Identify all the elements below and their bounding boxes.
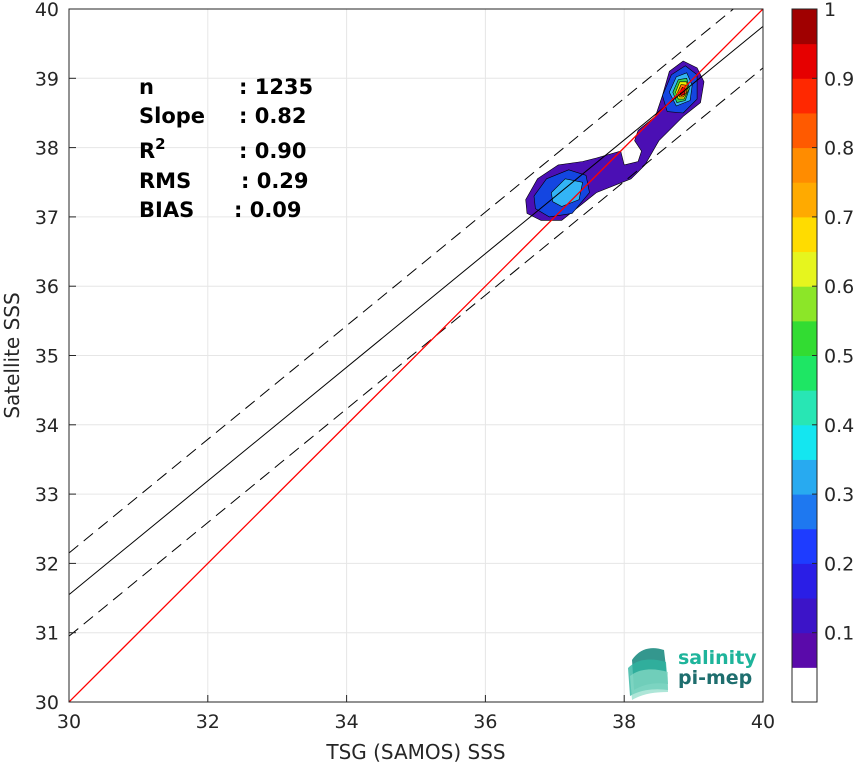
logo-text-pi-mep: pi-mep — [678, 667, 752, 689]
colorbar-band — [792, 355, 817, 391]
salinity-pi-mep-logo: salinity pi-mep — [628, 647, 757, 700]
x-tick-label: 36 — [473, 711, 497, 733]
logo-wave-icon — [628, 648, 668, 700]
colorbar-band — [792, 9, 817, 45]
colorbar-band — [792, 632, 817, 668]
stat-label: R2 — [139, 135, 166, 163]
stat-value: : 0.82 — [239, 104, 307, 128]
colorbar-band — [792, 216, 817, 253]
colorbar-tick-label: 0.6 — [824, 276, 854, 298]
colorbar-band — [792, 112, 817, 149]
stat-label: Slope — [139, 104, 205, 128]
colorbar: 0.1 0.2 0.3 0.4 0.5 0.6 0.7 0.8 0.9 1 — [791, 0, 854, 703]
colorbar-band — [792, 251, 817, 287]
colorbar-tick-label: 0.8 — [824, 138, 854, 160]
x-tick-label: 40 — [751, 711, 775, 733]
stat-label: BIAS — [139, 198, 194, 222]
colorbar-tick-label: 0.3 — [824, 484, 854, 506]
colorbar-band — [792, 390, 817, 426]
colorbar-band — [792, 182, 817, 218]
colorbar-band — [792, 667, 817, 703]
x-tick-label: 38 — [612, 711, 636, 733]
colorbar-band — [792, 563, 817, 599]
x-tick-label: 32 — [196, 711, 220, 733]
stat-value: : 0.29 — [241, 169, 309, 193]
y-tick-label: 30 — [35, 692, 59, 714]
y-tick-label: 32 — [35, 553, 59, 575]
colorbar-tick-label: 0.4 — [824, 415, 854, 437]
y-axis-ticks: 30 31 32 33 34 35 36 37 38 39 40 — [35, 0, 76, 714]
upper-bound-line — [69, 9, 735, 554]
colorbar-band — [792, 320, 817, 356]
colorbar-band — [792, 424, 817, 460]
colorbar-band — [792, 78, 817, 114]
x-axis-ticks: 30 32 34 36 38 40 — [57, 695, 775, 733]
y-axis-label: Satellite SSS — [0, 292, 24, 418]
logo-text-salinity: salinity — [678, 647, 757, 669]
colorbar-tick-label: 0.5 — [824, 346, 854, 368]
colorbar-tick-label: 0.1 — [824, 623, 854, 645]
y-tick-label: 39 — [35, 68, 59, 90]
regression-line — [69, 25, 763, 595]
colorbar-tick-label: 0.7 — [824, 207, 854, 229]
x-tick-label: 30 — [57, 711, 81, 733]
colorbar-tick-label: 0.9 — [824, 68, 854, 90]
stat-value: : 0.09 — [234, 198, 302, 222]
colorbar-tick-label: 1 — [824, 0, 836, 21]
reference-lines — [69, 9, 763, 702]
stat-label: n — [139, 75, 154, 99]
y-tick-label: 31 — [35, 623, 59, 645]
y-tick-label: 33 — [35, 484, 59, 506]
colorbar-tick-label: 0.2 — [824, 553, 854, 575]
identity-line — [69, 9, 763, 702]
colorbar-band — [792, 459, 817, 495]
density-contours — [525, 60, 705, 221]
y-tick-label: 34 — [35, 415, 59, 437]
density-contour-level-0.3 — [550, 178, 583, 207]
colorbar-band — [792, 286, 817, 322]
y-tick-label: 37 — [35, 207, 59, 229]
colorbar-band — [792, 494, 817, 530]
colorbar-band — [792, 598, 817, 634]
lower-bound-line — [69, 67, 763, 637]
stat-value: : 0.90 — [239, 139, 307, 163]
y-tick-label: 36 — [35, 276, 59, 298]
stat-value: : 1235 — [239, 75, 313, 99]
colorbar-band — [792, 147, 817, 183]
colorbar-band — [792, 43, 817, 79]
x-tick-label: 34 — [335, 711, 359, 733]
y-tick-label: 35 — [35, 346, 59, 368]
stat-label: RMS — [139, 169, 191, 193]
y-tick-label: 38 — [35, 138, 59, 160]
statistics-block: n : 1235 Slope : 0.82 R2 : 0.90 RMS : 0.29 BIAS:… — [139, 75, 313, 222]
colorbar-band — [792, 528, 817, 564]
y-tick-label: 40 — [35, 0, 59, 21]
x-axis-label: TSG (SAMOS) SSS — [325, 740, 505, 764]
